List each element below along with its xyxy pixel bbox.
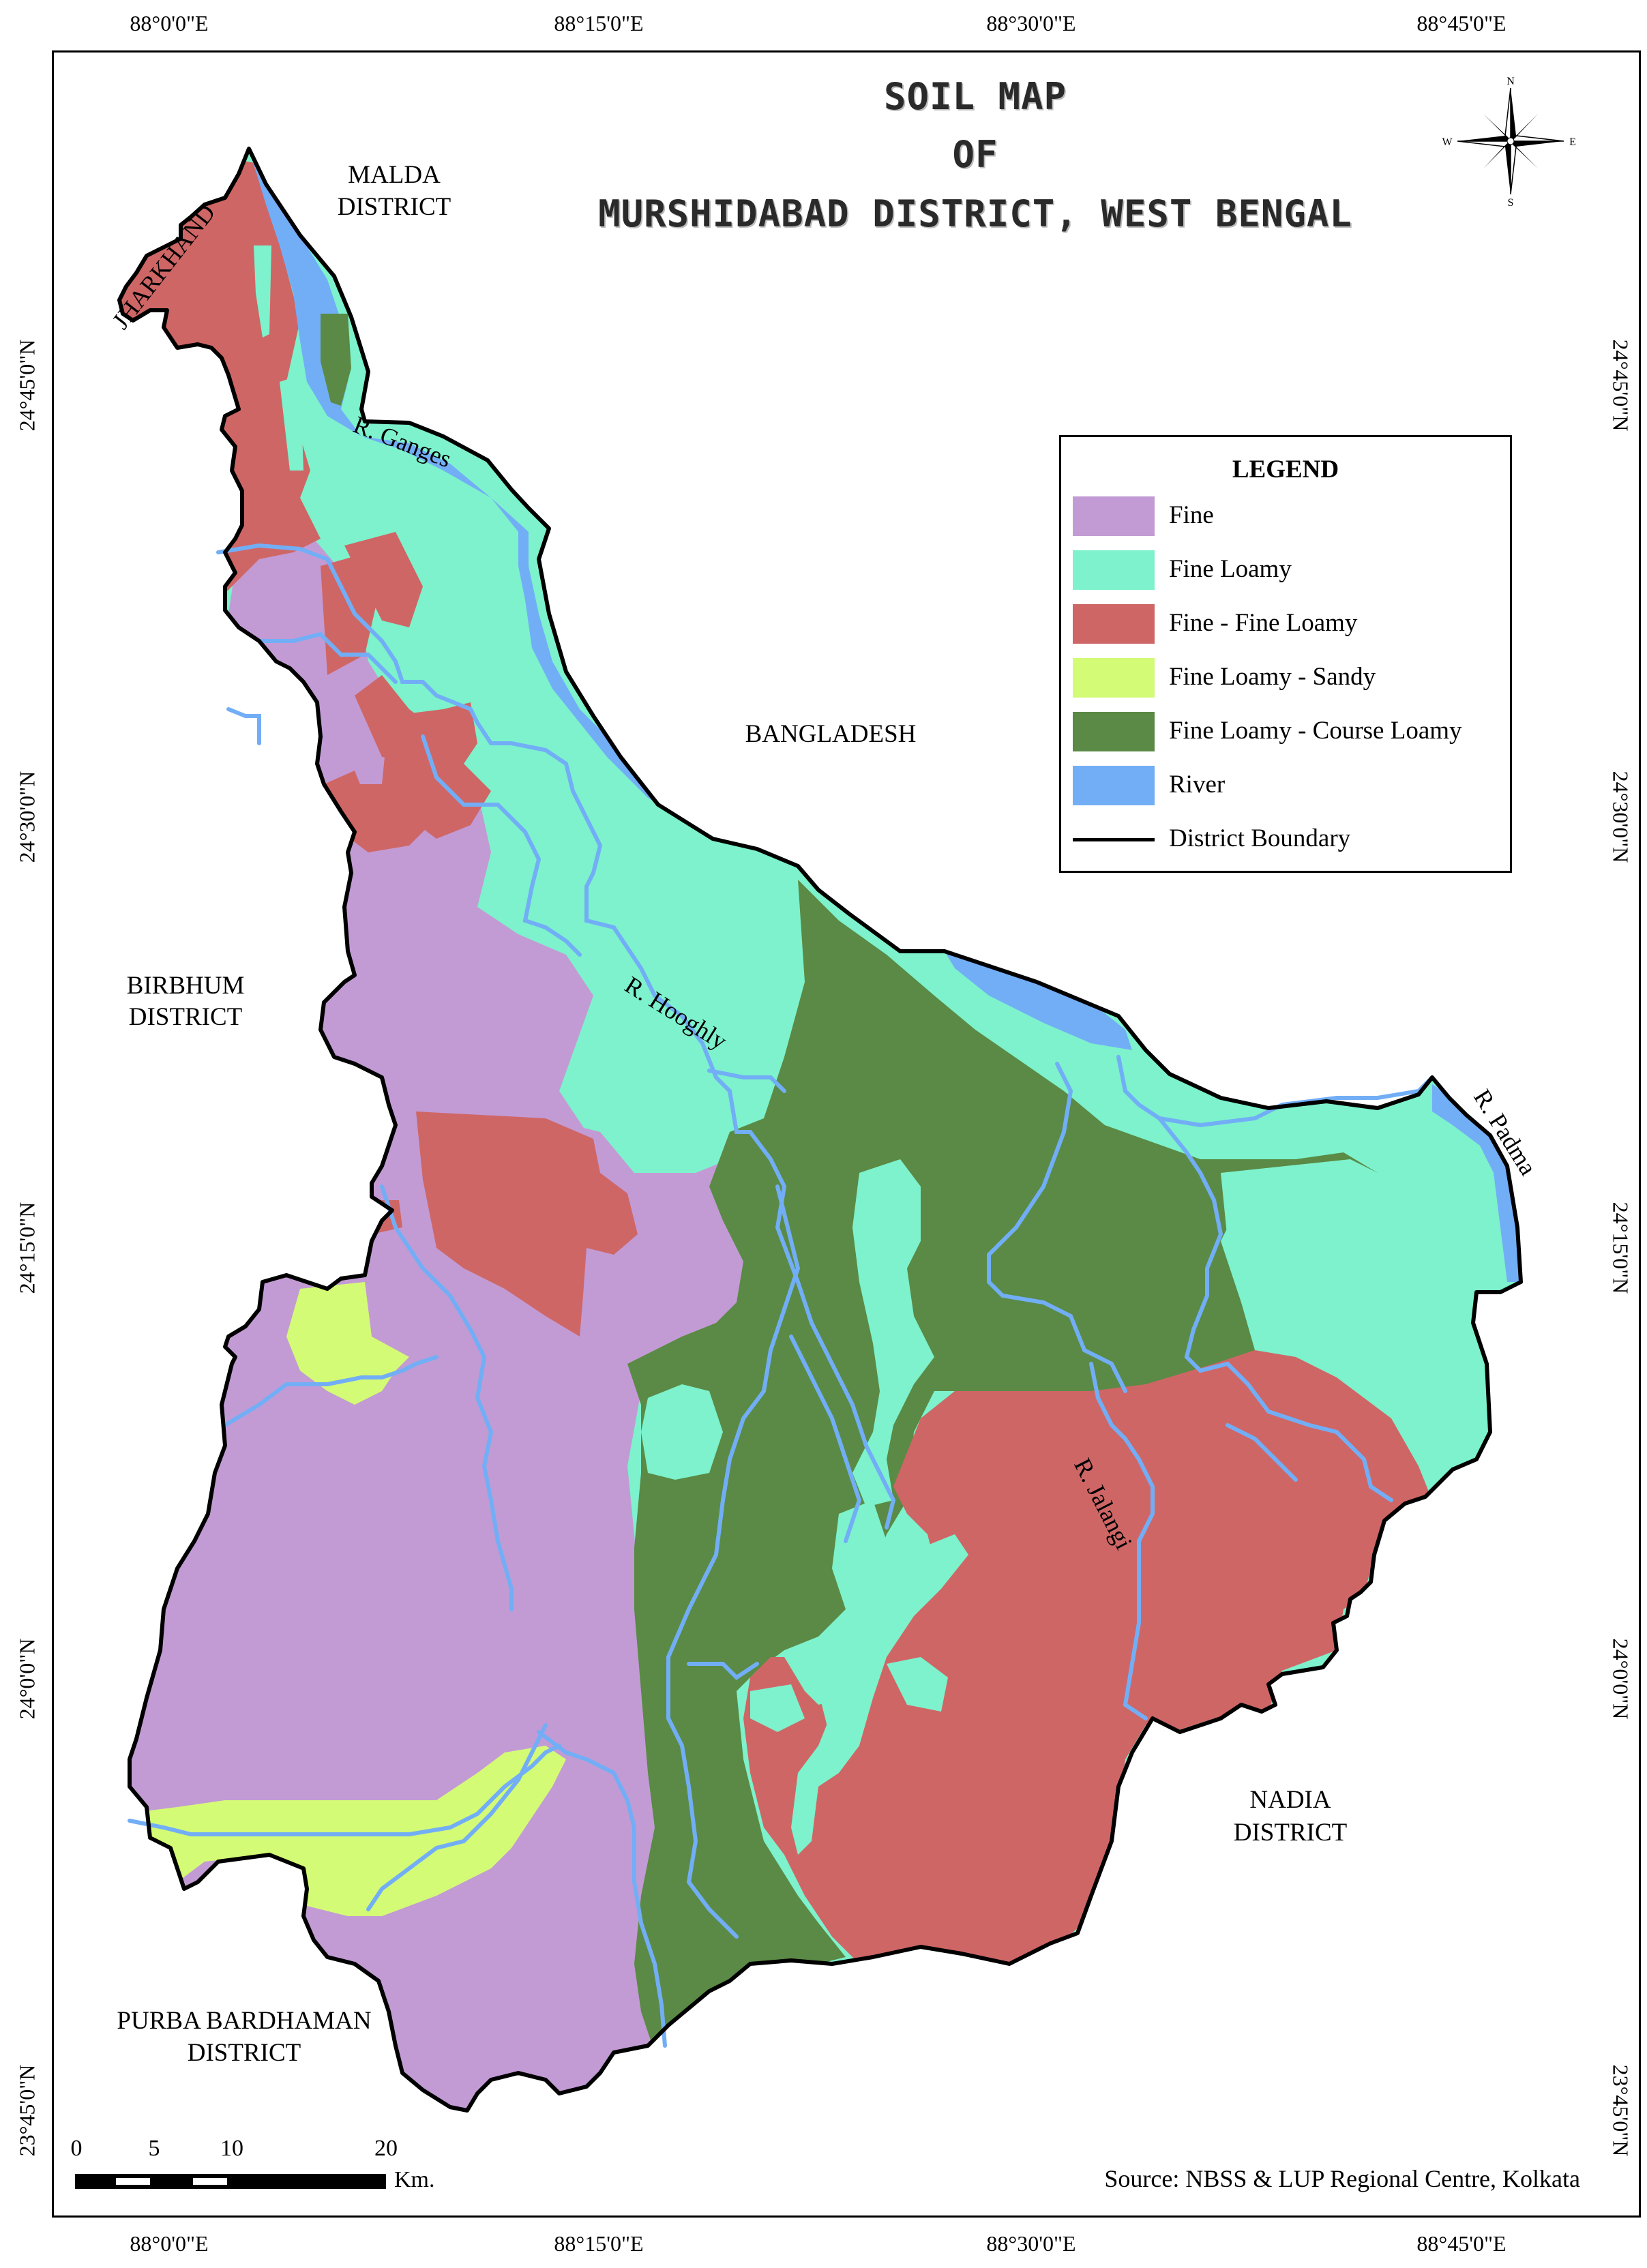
longitude-label-top-88-15: 88°15'0"E xyxy=(554,11,644,35)
legend-label-district-boundary: District Boundary xyxy=(1169,824,1351,852)
compass-east-label: E xyxy=(1569,136,1575,148)
north-arrow-compass-icon: N S E W xyxy=(1442,76,1575,206)
birbhum-district-label-line-1: BIRBHUM xyxy=(126,972,245,1000)
legend-swatch-fine-loamy-course-loamy xyxy=(1073,712,1155,751)
legend-item-fine-loamy: Fine Loamy xyxy=(1073,550,1509,590)
bangladesh-label: BANGLADESH xyxy=(745,720,917,748)
map-title-line-2: OF xyxy=(952,133,998,176)
source-credit: Source: NBSS & LUP Regional Centre, Kolk… xyxy=(1104,2165,1580,2192)
longitude-label-bottom-88-45: 88°45'0"E xyxy=(1416,2231,1507,2256)
legend-item-fine-fine-loamy: Fine - Fine Loamy xyxy=(1073,604,1509,644)
legend-item-fine-loamy-sandy: Fine Loamy - Sandy xyxy=(1073,658,1509,698)
legend-label-fine-loamy: Fine Loamy xyxy=(1169,555,1292,583)
legend-item-district-boundary: District Boundary xyxy=(1073,820,1509,859)
legend-item-river: River xyxy=(1073,766,1509,805)
scale-tick-label-10: 10 xyxy=(220,2136,243,2161)
scale-tick-label-0: 0 xyxy=(70,2136,83,2161)
legend-item-fine: Fine xyxy=(1073,496,1509,536)
compass-north-label: N xyxy=(1507,76,1515,87)
map-frame xyxy=(52,50,1641,2218)
purba-bardhaman-district-label-line-1: PURBA BARDHAMAN xyxy=(117,2007,372,2035)
longitude-label-bottom-88-30: 88°30'0"E xyxy=(986,2231,1076,2256)
legend-label-fine: Fine xyxy=(1169,501,1214,529)
scale-bar xyxy=(75,2174,386,2189)
malda-district-label-line-2: DISTRICT xyxy=(337,193,451,221)
purba-bardhaman-district-label-line-2: DISTRICT xyxy=(187,2039,301,2067)
map-title-line-1: SOIL MAP xyxy=(883,75,1067,118)
legend-label-fine-loamy-sandy: Fine Loamy - Sandy xyxy=(1169,663,1376,691)
legend-swatch-river xyxy=(1073,766,1155,805)
compass-south-label: S xyxy=(1508,197,1514,206)
legend-line-district-boundary xyxy=(1073,838,1155,841)
scale-tick-label-20: 20 xyxy=(374,2136,398,2161)
legend-label-fine-fine-loamy: Fine - Fine Loamy xyxy=(1169,609,1358,637)
legend-swatch-fine xyxy=(1073,496,1155,536)
birbhum-district-label-line-2: DISTRICT xyxy=(128,1003,243,1031)
legend-title: LEGEND xyxy=(1232,456,1339,483)
legend-label-river: River xyxy=(1169,771,1226,799)
legend-swatch-fine-loamy xyxy=(1073,550,1155,590)
legend-item-fine-loamy-course-loamy: Fine Loamy - Course Loamy xyxy=(1073,712,1509,751)
legend-swatch-fine-loamy-sandy xyxy=(1073,658,1155,698)
compass-west-label: W xyxy=(1442,136,1453,148)
scale-tick-label-5: 5 xyxy=(148,2136,160,2161)
legend-label-fine-loamy-course-loamy: Fine Loamy - Course Loamy xyxy=(1169,717,1462,745)
longitude-label-bottom-88-0: 88°0'0"E xyxy=(130,2231,209,2256)
legend-swatch-fine-fine-loamy xyxy=(1073,604,1155,644)
malda-district-label-line-1: MALDA xyxy=(348,161,441,189)
longitude-label-bottom-88-15: 88°15'0"E xyxy=(554,2231,644,2256)
longitude-label-top-88-0: 88°0'0"E xyxy=(130,11,209,35)
map-legend: LEGEND Fine Fine Loamy Fine - Fine Loamy… xyxy=(1059,435,1512,873)
map-title-line-3: MURSHIDABAD DISTRICT, WEST BENGAL xyxy=(598,192,1352,235)
nadia-district-label-line-2: DISTRICT xyxy=(1233,1819,1348,1847)
nadia-district-label-line-1: NADIA xyxy=(1249,1786,1331,1814)
scale-unit-label: Km. xyxy=(394,2167,435,2192)
longitude-label-top-88-30: 88°30'0"E xyxy=(986,11,1076,35)
longitude-label-top-88-45: 88°45'0"E xyxy=(1416,11,1507,35)
